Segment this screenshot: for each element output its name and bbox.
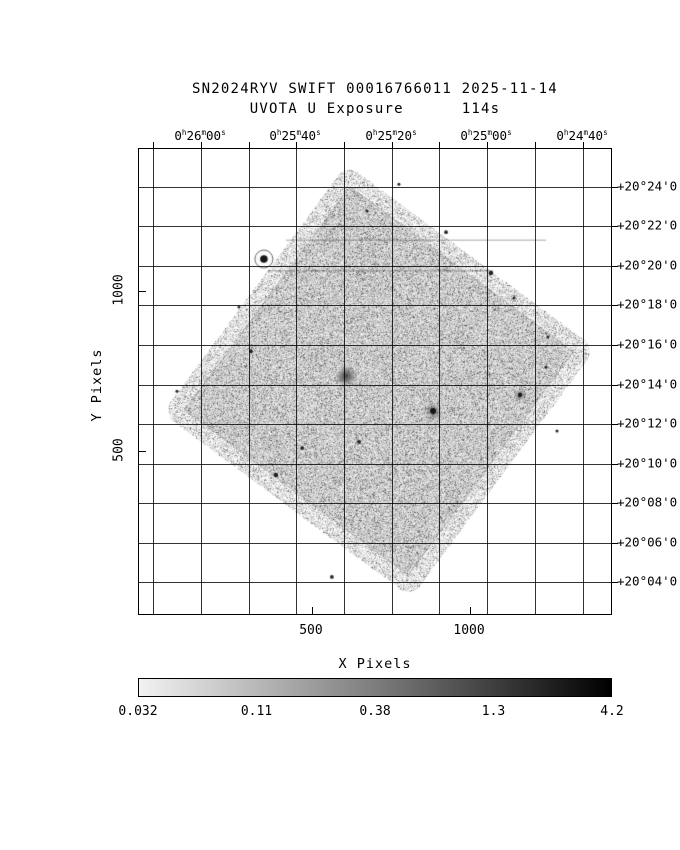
grid-line-dec (139, 543, 611, 544)
grid-line-ra (535, 149, 536, 614)
dec-tick-label: +20°12'0 (617, 416, 677, 431)
title-block: SN2024RYV SWIFT 00016766011 2025-11-14 U… (138, 79, 612, 119)
swift-uvot-exposure-page: SN2024RYV SWIFT 00016766011 2025-11-14 U… (0, 0, 680, 850)
time-unit-superscript: m (393, 128, 398, 137)
dec-tick-label: +20°08'0 (617, 495, 677, 510)
x-tick-mark (470, 607, 471, 614)
plot-subtitle-row: UVOTA U Exposure 114s (138, 99, 612, 119)
plot-frame (138, 148, 612, 615)
dec-tick-label: +20°16'0 (617, 337, 677, 352)
grid-line-dec (139, 503, 611, 504)
dec-tick-label: +20°10'0 (617, 456, 677, 471)
exposure-time: 114s (462, 99, 501, 119)
x-tick-mark (312, 607, 313, 614)
plot-subtitle: UVOTA U Exposure (250, 99, 404, 119)
dec-tick-label: +20°20'0 (617, 258, 677, 273)
ra-tick-mark (535, 142, 536, 148)
grid-line-dec (139, 424, 611, 425)
sky-image-canvas (139, 149, 613, 616)
ra-tick-label: 0h25m00s (460, 128, 511, 143)
ra-tick-label: 0h26m00s (174, 128, 225, 143)
grid-line-ra (153, 149, 154, 614)
ra-tick-mark (344, 142, 345, 148)
grid-line-ra (439, 149, 440, 614)
colorbar-tick-label: 0.032 (118, 704, 157, 719)
grid-line-ra (487, 149, 488, 614)
time-unit-superscript: m (297, 128, 302, 137)
dec-tick-label: +20°24'0 (617, 179, 677, 194)
grid-line-dec (139, 464, 611, 465)
dec-tick-label: +20°04'0 (617, 574, 677, 589)
time-unit-superscript: h (468, 128, 473, 137)
dec-tick-label: +20°06'0 (617, 535, 677, 550)
grid-line-ra (249, 149, 250, 614)
time-unit-superscript: h (564, 128, 569, 137)
y-tick-label: 1000 (112, 274, 127, 305)
x-tick-label: 1000 (453, 623, 484, 638)
time-unit-superscript: s (412, 128, 417, 137)
ra-tick-label: 0h24m40s (556, 128, 607, 143)
grid-line-ra (296, 149, 297, 614)
dec-tick-label: +20°22'0 (617, 218, 677, 233)
grid-line-dec (139, 187, 611, 188)
colorbar-tick-label: 4.2 (600, 704, 623, 719)
y-tick-mark (139, 291, 146, 292)
time-unit-superscript: s (221, 128, 226, 137)
time-unit-superscript: m (202, 128, 207, 137)
plot-title: SN2024RYV SWIFT 00016766011 2025-11-14 (138, 79, 612, 99)
dec-tick-label: +20°14'0 (617, 377, 677, 392)
y-tick-mark (139, 451, 146, 452)
grid-line-dec (139, 582, 611, 583)
grid-line-dec (139, 266, 611, 267)
colorbar-tick-label: 0.11 (241, 704, 272, 719)
time-unit-superscript: s (316, 128, 321, 137)
x-axis-title: X Pixels (138, 656, 612, 672)
colorbar (138, 678, 612, 697)
ra-tick-mark (153, 142, 154, 148)
ra-tick-mark (439, 142, 440, 148)
ra-tick-label: 0h25m20s (365, 128, 416, 143)
grid-line-ra (344, 149, 345, 614)
time-unit-superscript: m (488, 128, 493, 137)
ra-tick-label: 0h25m40s (269, 128, 320, 143)
grid-line-dec (139, 345, 611, 346)
time-unit-superscript: s (603, 128, 608, 137)
y-tick-label: 500 (112, 438, 127, 461)
grid-line-ra (392, 149, 393, 614)
time-unit-superscript: h (277, 128, 282, 137)
y-axis-title: Y Pixels (89, 348, 105, 421)
ra-tick-mark (249, 142, 250, 148)
time-unit-superscript: m (584, 128, 589, 137)
grid-line-dec (139, 226, 611, 227)
time-unit-superscript: h (373, 128, 378, 137)
dec-tick-label: +20°18'0 (617, 297, 677, 312)
colorbar-tick-label: 1.3 (482, 704, 505, 719)
grid-line-dec (139, 305, 611, 306)
colorbar-tick-label: 0.38 (359, 704, 390, 719)
grid-line-dec (139, 385, 611, 386)
grid-line-ra (583, 149, 584, 614)
grid-line-ra (201, 149, 202, 614)
time-unit-superscript: h (182, 128, 187, 137)
x-tick-label: 500 (299, 623, 322, 638)
time-unit-superscript: s (507, 128, 512, 137)
